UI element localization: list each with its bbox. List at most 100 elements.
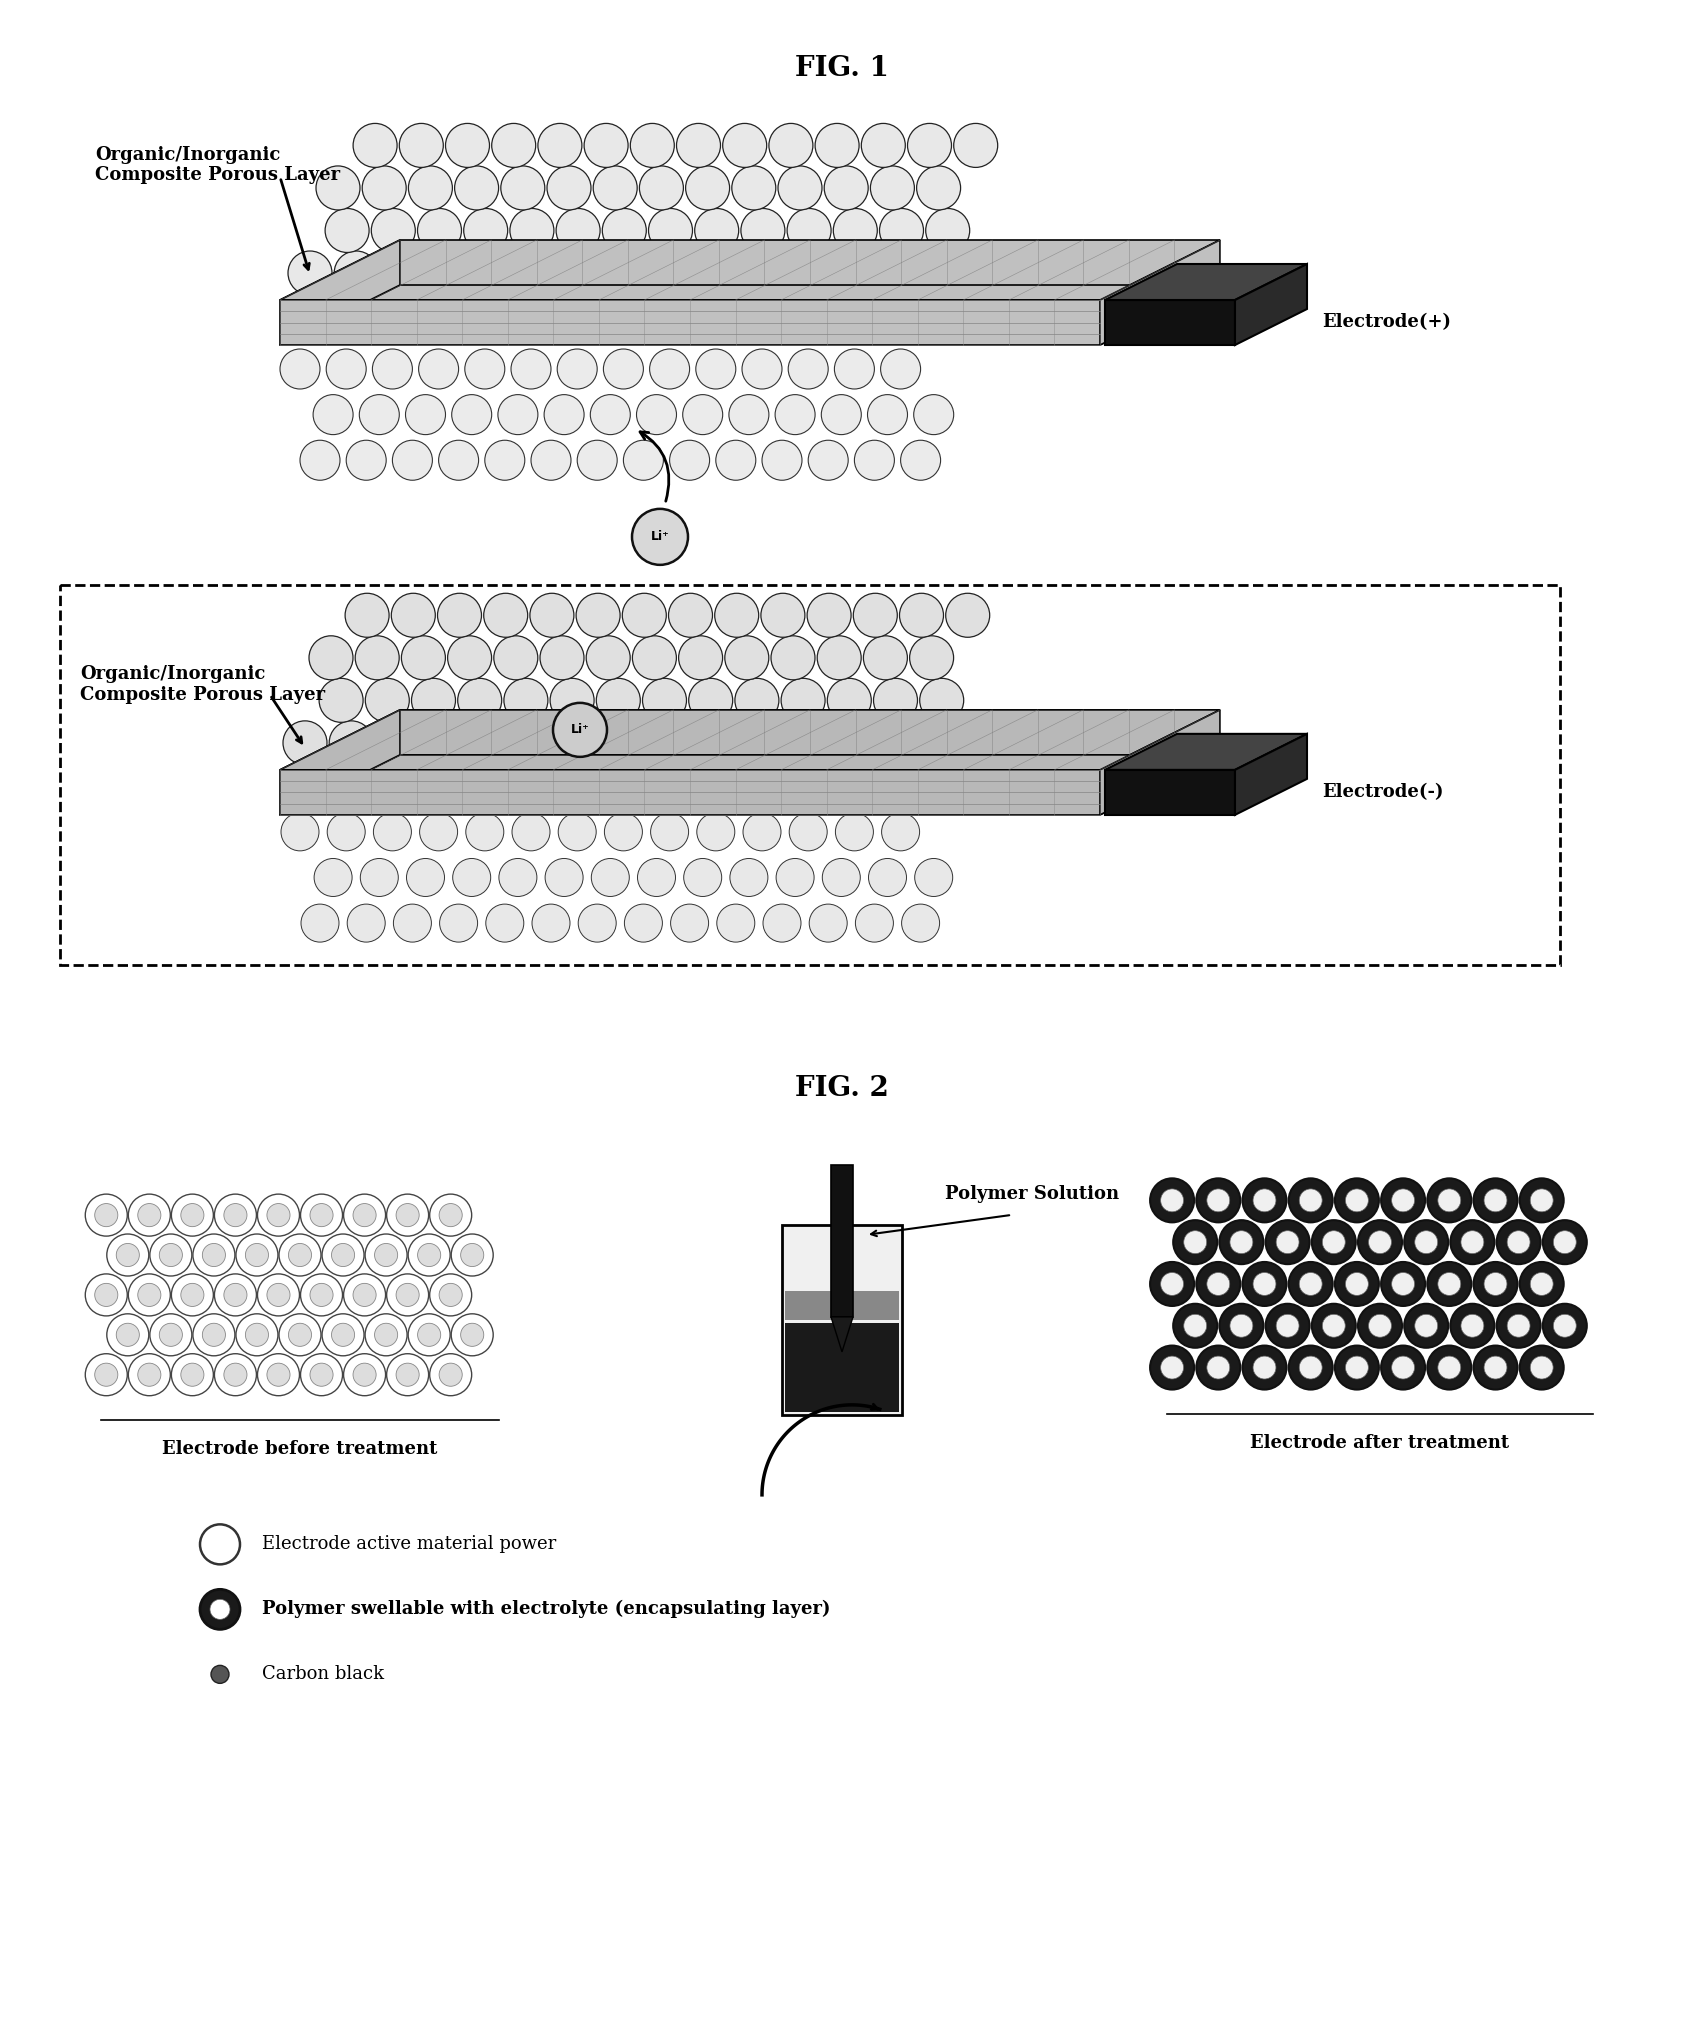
Circle shape xyxy=(214,1355,256,1395)
Circle shape xyxy=(578,905,616,942)
Circle shape xyxy=(530,439,571,480)
Circle shape xyxy=(313,394,354,435)
Circle shape xyxy=(854,439,894,480)
Circle shape xyxy=(391,592,434,637)
Circle shape xyxy=(94,1203,118,1226)
Circle shape xyxy=(280,1234,322,1277)
Circle shape xyxy=(855,905,894,942)
Circle shape xyxy=(1507,1314,1531,1338)
Circle shape xyxy=(605,813,642,850)
Circle shape xyxy=(1497,1220,1541,1265)
Circle shape xyxy=(150,1234,192,1277)
Circle shape xyxy=(650,349,690,388)
Circle shape xyxy=(1253,1189,1276,1211)
Text: Organic/Inorganic
Composite Porous Layer: Organic/Inorganic Composite Porous Layer xyxy=(81,666,325,705)
Circle shape xyxy=(684,858,722,897)
Polygon shape xyxy=(280,239,1219,345)
Circle shape xyxy=(953,123,997,168)
Circle shape xyxy=(288,1244,312,1267)
Circle shape xyxy=(210,1600,231,1620)
Circle shape xyxy=(387,1355,429,1395)
Circle shape xyxy=(387,1275,429,1316)
Circle shape xyxy=(394,905,431,942)
Circle shape xyxy=(1174,1303,1218,1348)
Circle shape xyxy=(648,208,692,253)
Circle shape xyxy=(411,678,455,723)
Circle shape xyxy=(864,635,908,680)
Circle shape xyxy=(1450,1220,1494,1265)
Text: Polymer swellable with electrolyte (encapsulating layer): Polymer swellable with electrolyte (enca… xyxy=(263,1600,830,1618)
Circle shape xyxy=(354,1363,376,1387)
Circle shape xyxy=(418,1324,441,1346)
Circle shape xyxy=(453,858,490,897)
Circle shape xyxy=(392,439,433,480)
Circle shape xyxy=(500,165,546,210)
Circle shape xyxy=(546,858,583,897)
Polygon shape xyxy=(1105,264,1307,300)
Circle shape xyxy=(1300,1189,1322,1211)
Circle shape xyxy=(370,208,416,253)
Circle shape xyxy=(630,123,674,168)
Circle shape xyxy=(1174,1220,1218,1265)
Circle shape xyxy=(150,1314,192,1357)
Circle shape xyxy=(344,1275,386,1316)
Circle shape xyxy=(781,678,825,723)
Circle shape xyxy=(791,721,835,764)
Circle shape xyxy=(300,1275,342,1316)
Circle shape xyxy=(552,703,606,756)
Text: Electrode active material power: Electrode active material power xyxy=(263,1536,556,1553)
Circle shape xyxy=(466,813,504,850)
Circle shape xyxy=(438,439,478,480)
Circle shape xyxy=(180,1283,204,1305)
Polygon shape xyxy=(1234,733,1307,815)
Circle shape xyxy=(224,1203,248,1226)
Circle shape xyxy=(310,1203,333,1226)
Circle shape xyxy=(1335,1346,1379,1389)
Circle shape xyxy=(926,208,970,253)
Circle shape xyxy=(1474,1346,1517,1389)
Circle shape xyxy=(551,678,594,723)
Circle shape xyxy=(901,439,941,480)
Circle shape xyxy=(1428,1263,1472,1305)
Circle shape xyxy=(458,678,502,723)
Circle shape xyxy=(365,1314,408,1357)
Circle shape xyxy=(1219,1220,1263,1265)
Circle shape xyxy=(776,858,813,897)
Circle shape xyxy=(532,905,569,942)
Circle shape xyxy=(200,1524,241,1565)
Polygon shape xyxy=(280,709,1219,770)
Circle shape xyxy=(374,1324,397,1346)
Circle shape xyxy=(180,1203,204,1226)
Circle shape xyxy=(429,1193,472,1236)
Circle shape xyxy=(591,394,630,435)
Circle shape xyxy=(881,349,921,388)
Circle shape xyxy=(775,394,815,435)
Circle shape xyxy=(493,635,537,680)
Circle shape xyxy=(419,349,458,388)
Circle shape xyxy=(625,905,662,942)
Circle shape xyxy=(1553,1230,1576,1254)
Circle shape xyxy=(778,165,822,210)
Circle shape xyxy=(86,1193,128,1236)
Circle shape xyxy=(771,635,815,680)
Circle shape xyxy=(448,635,492,680)
Circle shape xyxy=(360,858,399,897)
Circle shape xyxy=(446,123,490,168)
Circle shape xyxy=(677,123,721,168)
Circle shape xyxy=(842,251,886,294)
Circle shape xyxy=(1335,1263,1379,1305)
Circle shape xyxy=(1219,1303,1263,1348)
Circle shape xyxy=(1160,1273,1184,1295)
Polygon shape xyxy=(280,770,1100,815)
Circle shape xyxy=(281,813,318,850)
Text: Polymer Solution: Polymer Solution xyxy=(945,1185,1120,1203)
Circle shape xyxy=(236,1314,278,1357)
FancyArrowPatch shape xyxy=(640,431,669,501)
Circle shape xyxy=(374,813,411,850)
Circle shape xyxy=(202,1324,226,1346)
Circle shape xyxy=(729,858,768,897)
Circle shape xyxy=(438,592,482,637)
Circle shape xyxy=(354,123,397,168)
Circle shape xyxy=(116,1324,140,1346)
Bar xyxy=(61,584,1559,964)
